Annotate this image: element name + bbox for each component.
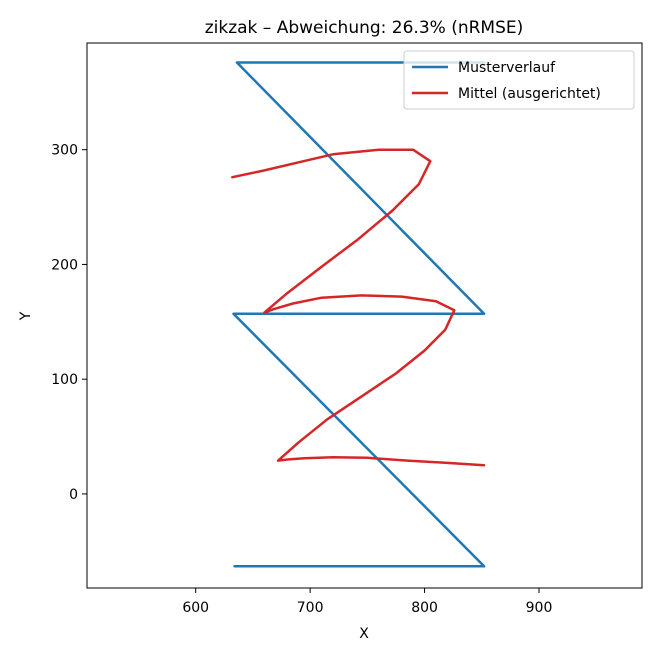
x-axis-label: X <box>359 626 369 642</box>
legend-label-1: Musterverlauf <box>458 60 556 76</box>
legend-label-2: Mittel (ausgerichtet) <box>458 86 601 102</box>
chart-title: zikzak – Abweichung: 26.3% (nRMSE) <box>205 18 524 38</box>
plot-area <box>231 61 486 568</box>
legend: Musterverlauf Mittel (ausgerichtet) <box>403 50 635 110</box>
y-axis-label: Y <box>18 311 34 321</box>
y-tick-label: 0 <box>69 487 78 503</box>
series-line-2 <box>231 148 486 467</box>
x-tick-label: 600 <box>182 600 209 616</box>
axis-ticks: 600 700 800 900 0 100 200 300 <box>51 143 552 616</box>
axes-frame <box>86 42 643 589</box>
series-line-1 <box>232 61 486 568</box>
y-tick-label: 200 <box>51 257 78 273</box>
x-tick-label: 800 <box>411 600 438 616</box>
legend-box <box>403 50 635 110</box>
x-tick-label: 700 <box>297 600 324 616</box>
y-tick-label: 100 <box>51 372 78 388</box>
x-tick-label: 900 <box>526 600 553 616</box>
y-tick-label: 300 <box>51 143 78 159</box>
